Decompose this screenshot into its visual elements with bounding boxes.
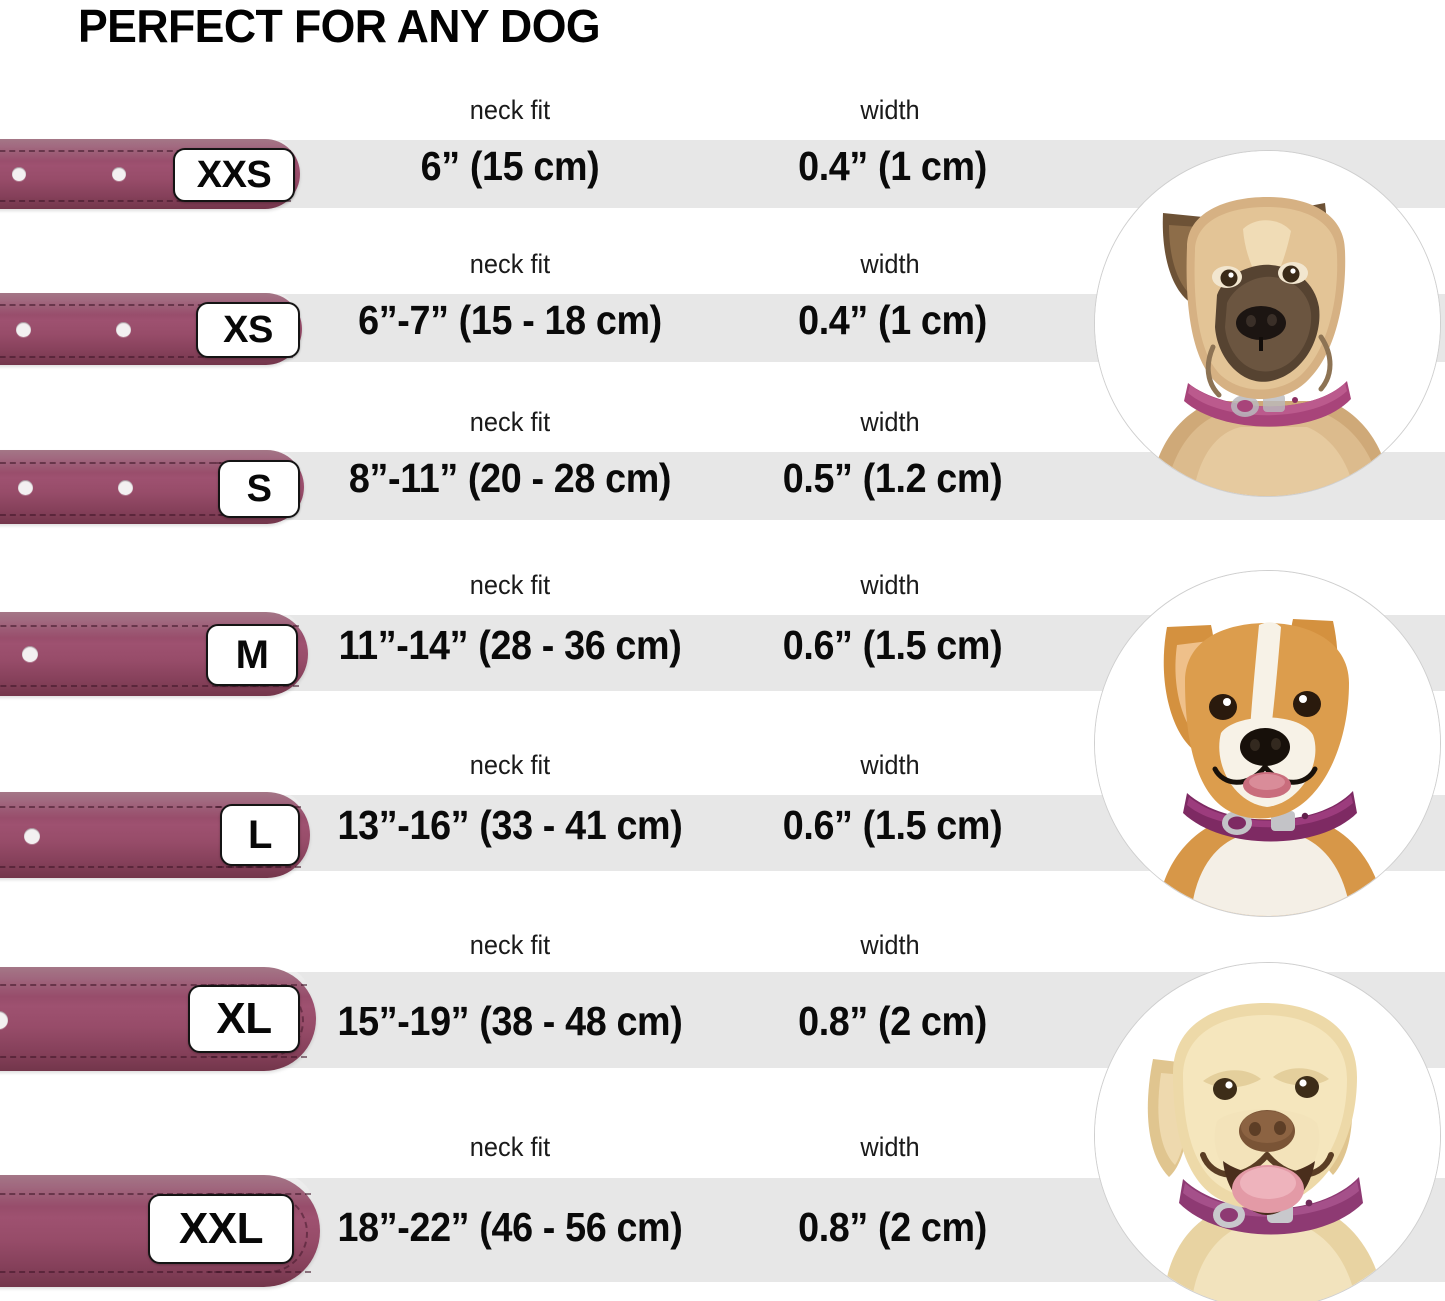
column-header-neck-fit: neck fit xyxy=(469,930,551,960)
corgi-photo xyxy=(1094,570,1441,917)
value-width: 0.8” (2 cm) xyxy=(798,1204,987,1250)
column-header-neck-fit: neck fit xyxy=(469,407,551,437)
size-badge-xl: XL xyxy=(188,985,300,1053)
value-width: 0.6” (1.5 cm) xyxy=(782,802,1003,848)
size-badge-s: S xyxy=(218,460,300,518)
column-header-width: width xyxy=(860,249,920,279)
size-badge-xxs: XXS xyxy=(173,148,295,202)
value-width: 0.5” (1.2 cm) xyxy=(782,455,1003,501)
size-badge-m: M xyxy=(206,624,298,686)
column-header-neck-fit: neck fit xyxy=(469,1132,551,1162)
strap-hole xyxy=(0,1011,8,1029)
value-width: 0.4” (1 cm) xyxy=(798,297,987,343)
column-header-width: width xyxy=(860,570,920,600)
column-header-width: width xyxy=(860,1132,920,1162)
strap-hole xyxy=(116,322,131,337)
size-badge-xs: XS xyxy=(196,302,300,358)
value-neck-fit: 6”-7” (15 - 18 cm) xyxy=(358,297,662,343)
labrador-photo xyxy=(1094,962,1441,1301)
value-neck-fit: 18”-22” (46 - 56 cm) xyxy=(337,1204,683,1250)
column-header-neck-fit: neck fit xyxy=(469,95,551,125)
value-neck-fit: 15”-19” (38 - 48 cm) xyxy=(337,998,683,1044)
column-header-width: width xyxy=(860,407,920,437)
strap-hole xyxy=(22,646,38,662)
value-width: 0.8” (2 cm) xyxy=(798,998,987,1044)
page-title: PERFECT FOR ANY DOG xyxy=(78,0,601,52)
value-neck-fit: 8”-11” (20 - 28 cm) xyxy=(348,455,672,501)
column-header-neck-fit: neck fit xyxy=(469,750,551,780)
size-badge-l: L xyxy=(220,804,300,866)
column-header-width: width xyxy=(860,930,920,960)
strap-hole xyxy=(18,480,33,495)
strap-hole xyxy=(12,167,26,181)
cairn-terrier-photo xyxy=(1094,150,1441,497)
size-badge-xxl: XXL xyxy=(148,1194,294,1264)
value-width: 0.6” (1.5 cm) xyxy=(782,622,1003,668)
column-header-neck-fit: neck fit xyxy=(469,570,551,600)
column-header-neck-fit: neck fit xyxy=(469,249,551,279)
column-header-width: width xyxy=(860,750,920,780)
strap-hole xyxy=(24,828,40,844)
value-neck-fit: 13”-16” (33 - 41 cm) xyxy=(337,802,683,848)
strap-hole xyxy=(118,480,133,495)
strap-hole xyxy=(16,322,31,337)
value-neck-fit: 11”-14” (28 - 36 cm) xyxy=(338,622,682,668)
strap-hole xyxy=(112,167,126,181)
value-neck-fit: 6” (15 cm) xyxy=(420,143,600,189)
column-header-width: width xyxy=(860,95,920,125)
value-width: 0.4” (1 cm) xyxy=(798,143,987,189)
